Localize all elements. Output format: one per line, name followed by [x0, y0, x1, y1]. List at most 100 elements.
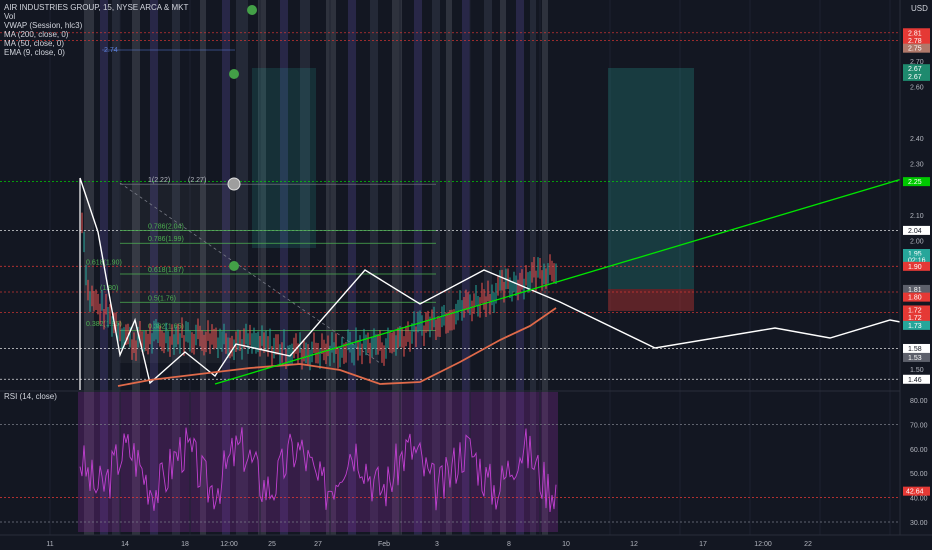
symbol-title[interactable]: AIR INDUSTRIES GROUP, 15, NYSE ARCA & MK…: [4, 3, 189, 12]
time-tick: 12: [630, 541, 638, 548]
price-tag-text: 1.90: [908, 264, 922, 271]
long-box-left: [252, 68, 316, 248]
session-band: [530, 0, 536, 535]
session-band: [150, 0, 158, 535]
session-band: [542, 0, 548, 535]
price-tag: [903, 43, 930, 53]
time-tick: 18: [181, 541, 189, 548]
time-tick: 12:00: [754, 541, 772, 548]
price-tag-text: 1.58: [908, 346, 922, 353]
rsi-tick: 80.00: [910, 398, 928, 405]
price-tag: [903, 71, 930, 81]
session-band: [516, 0, 524, 535]
session-band: [222, 0, 230, 535]
session-band: [414, 0, 422, 535]
fib-label: 0.786(1.99): [148, 236, 184, 243]
legend-vol[interactable]: Vol: [4, 12, 16, 21]
rsi-tick: 70.00: [910, 422, 928, 429]
time-tick: 22: [804, 541, 812, 548]
rsi-panel: [0, 390, 900, 512]
session-band: [462, 0, 470, 535]
session-bands: [78, 0, 558, 535]
session-band: [132, 0, 140, 535]
price-tag: [903, 313, 930, 323]
long-box-right: [608, 68, 694, 289]
price-tag-text: 2.78: [908, 38, 922, 45]
price-tag: [903, 64, 930, 74]
session-band: [258, 0, 266, 535]
ma-line: [117, 307, 557, 387]
legend-ema9[interactable]: EMA (9, close, 0): [4, 48, 65, 57]
session-band: [326, 0, 336, 535]
session-band: [236, 0, 248, 535]
time-tick: 10: [562, 541, 570, 548]
anchor-dot: [227, 177, 241, 191]
price-tag: [903, 177, 930, 187]
price-tag-text: 1.95: [908, 251, 922, 258]
price-series: [79, 169, 932, 390]
currency-label: USD: [911, 4, 928, 13]
session-band: [432, 0, 440, 535]
rsi-highlight: [78, 392, 558, 532]
trend-line: [214, 169, 932, 385]
stop-box-right: [608, 289, 694, 311]
price-tag-text: 1.53: [908, 355, 922, 362]
rsi-legend[interactable]: RSI (14, close): [4, 392, 57, 401]
price-tag: [903, 255, 930, 265]
price-tag-text: 1.80: [908, 295, 922, 302]
time-tick: 27: [314, 541, 322, 548]
fib-label: 0.786(2.04): [148, 223, 184, 230]
rsi-tick: 30.00: [910, 520, 928, 527]
session-band: [280, 0, 288, 535]
legend-ma200[interactable]: MA (200, close, 0): [4, 30, 69, 39]
fib-top-label: (2.27): [188, 177, 206, 184]
price-tag-text: 1.72: [908, 315, 922, 322]
session-band: [392, 0, 402, 535]
price-tick: 2.40: [910, 136, 924, 143]
price-tag-text: 02:16: [908, 257, 926, 264]
anchor-dot: [229, 69, 239, 79]
rsi-tick: 40.00: [910, 496, 928, 503]
price-tick: 2.10: [910, 213, 924, 220]
price-tick: 1.50: [910, 367, 924, 374]
price-tag: [903, 305, 930, 315]
fib-label: 0.5(1.76): [148, 295, 176, 302]
price-tag-text: 2.75: [908, 46, 922, 53]
price-tick: 2.70: [910, 59, 924, 66]
anchor-dot: [229, 261, 239, 271]
time-tick: 11: [46, 541, 53, 548]
session-band: [300, 0, 310, 535]
session-band: [446, 0, 452, 535]
time-tick: 3: [435, 541, 439, 548]
rsi-tag: [903, 486, 930, 496]
price-tick: 2.00: [910, 239, 924, 246]
price-tag-text: 1.73: [908, 323, 922, 330]
price-tag: [903, 28, 930, 38]
fib-label: 0.618(1.87): [148, 267, 184, 274]
price-tick: 2.30: [910, 162, 924, 169]
price-tag-text: 2.25: [908, 179, 922, 186]
price-tick: 2.60: [910, 85, 924, 92]
price-tag: [903, 284, 930, 294]
price-tag-text: 1.72: [908, 307, 922, 314]
session-band: [200, 0, 206, 535]
indicator-legend: AIR INDUSTRIES GROUP, 15, NYSE ARCA & MK…: [4, 3, 188, 57]
session-band: [484, 0, 492, 535]
time-tick: Feb: [378, 541, 390, 548]
zigzag-line: [79, 177, 932, 385]
session-band: [112, 0, 120, 535]
time-tick: 12:00: [220, 541, 238, 548]
price-tag-text: 2.04: [908, 228, 922, 235]
price-tag: [903, 374, 930, 384]
session-band: [84, 0, 94, 535]
legend-vwap[interactable]: VWAP (Session, hlc3): [4, 21, 83, 30]
price-tag: [903, 35, 930, 45]
legend-ma50[interactable]: MA (50, close, 0): [4, 39, 65, 48]
price-tag-text: 1.81: [908, 287, 922, 294]
price-tag-text: 1.46: [908, 377, 922, 384]
price-tag: [903, 225, 930, 235]
price-tag: [903, 352, 930, 362]
rsi-tick: 60.00: [910, 447, 928, 454]
